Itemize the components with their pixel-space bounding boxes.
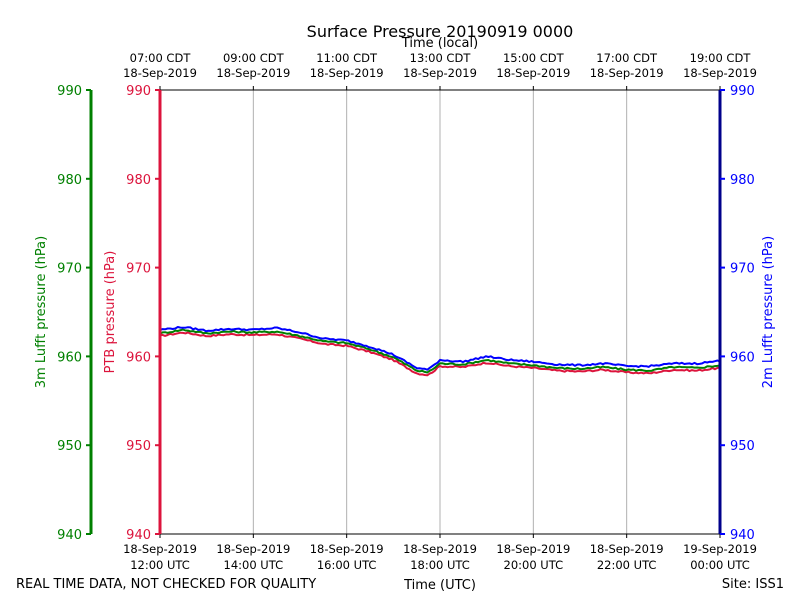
x-tick-label-time: 16:00 UTC xyxy=(317,558,377,572)
outer-left-tick-label: 990 xyxy=(57,84,82,99)
inner-left-tick-label: 950 xyxy=(126,439,151,454)
x-tick-label-date: 18-Sep-2019 xyxy=(403,542,477,556)
x-tick-label-date: 18-Sep-2019 xyxy=(590,542,664,556)
inner-left-tick-label: 940 xyxy=(126,528,151,543)
x-tick-label-time: 20:00 UTC xyxy=(504,558,564,572)
site-label: Site: ISS1 xyxy=(722,577,784,592)
top-tick-label-time: 09:00 CDT xyxy=(223,51,285,65)
top-tick-label-date: 18-Sep-2019 xyxy=(683,66,757,80)
y-ticks: 990 990 990 980 980 980 970 970 970 960 960 960 950 9… xyxy=(57,84,755,543)
series-line-3m-lufft-pressure xyxy=(159,328,721,374)
x-tick-label-time: 18:00 UTC xyxy=(410,558,470,572)
quality-note: REAL TIME DATA, NOT CHECKED FOR QUALITY xyxy=(16,577,316,592)
outer-left-tick-label: 960 xyxy=(57,350,82,365)
inner-left-tick-label: 990 xyxy=(126,84,151,99)
outer-left-axis-label: 3m Lufft pressure (hPa) xyxy=(34,236,49,388)
top-axis-label: Time (local) xyxy=(401,36,478,51)
x-tick-label-date: 18-Sep-2019 xyxy=(123,542,197,556)
top-tick-label-time: 11:00 CDT xyxy=(316,51,378,65)
inner-left-tick-label: 970 xyxy=(126,262,151,277)
right-tick-label: 990 xyxy=(730,84,755,99)
inner-left-tick-label: 980 xyxy=(126,173,151,188)
top-tick-label-time: 13:00 CDT xyxy=(410,51,472,65)
grid-lines xyxy=(159,86,721,538)
series-line-2m-lufft-pressure xyxy=(159,326,721,371)
x-tick-label-date: 18-Sep-2019 xyxy=(216,542,290,556)
inner-left-tick-label: 960 xyxy=(126,350,151,365)
inner-left-axis-label: PTB pressure (hPa) xyxy=(103,251,118,374)
x-tick-label-date: 18-Sep-2019 xyxy=(496,542,570,556)
right-tick-label: 960 xyxy=(730,350,755,365)
x-tick-label-time: 22:00 UTC xyxy=(597,558,657,572)
top-tick-label-time: 17:00 CDT xyxy=(596,51,658,65)
outer-left-tick-label: 970 xyxy=(57,262,82,277)
top-tick-label-time: 07:00 CDT xyxy=(130,51,192,65)
right-tick-label: 940 xyxy=(730,528,755,543)
top-tick-label-date: 18-Sep-2019 xyxy=(403,66,477,80)
outer-left-tick-label: 980 xyxy=(57,173,82,188)
series-group xyxy=(159,326,721,377)
top-tick-label-date: 18-Sep-2019 xyxy=(310,66,384,80)
right-tick-label: 950 xyxy=(730,439,755,454)
chart-title: Surface Pressure 20190919 0000 xyxy=(307,22,574,41)
x-tick-label-time: 14:00 UTC xyxy=(224,558,284,572)
right-tick-label: 980 xyxy=(730,173,755,188)
top-tick-label-time: 19:00 CDT xyxy=(690,51,752,65)
top-tick-label-date: 18-Sep-2019 xyxy=(216,66,290,80)
outer-left-tick-label: 950 xyxy=(57,439,82,454)
top-tick-label-date: 18-Sep-2019 xyxy=(496,66,570,80)
top-tick-label-date: 18-Sep-2019 xyxy=(123,66,197,80)
x-tick-label-date: 18-Sep-2019 xyxy=(310,542,384,556)
outer-left-tick-label: 940 xyxy=(57,528,82,543)
right-tick-label: 970 xyxy=(730,262,755,277)
x-tick-label-time: 00:00 UTC xyxy=(690,558,750,572)
x-axis-label: Time (UTC) xyxy=(403,578,476,593)
series-line-ptb-pressure xyxy=(159,331,721,377)
x-tick-label-time: 12:00 UTC xyxy=(130,558,190,572)
x-tick-label-date: 19-Sep-2019 xyxy=(683,542,757,556)
right-axis-label: 2m Lufft pressure (hPa) xyxy=(761,236,776,388)
top-tick-label-date: 18-Sep-2019 xyxy=(590,66,664,80)
top-tick-label-time: 15:00 CDT xyxy=(503,51,565,65)
